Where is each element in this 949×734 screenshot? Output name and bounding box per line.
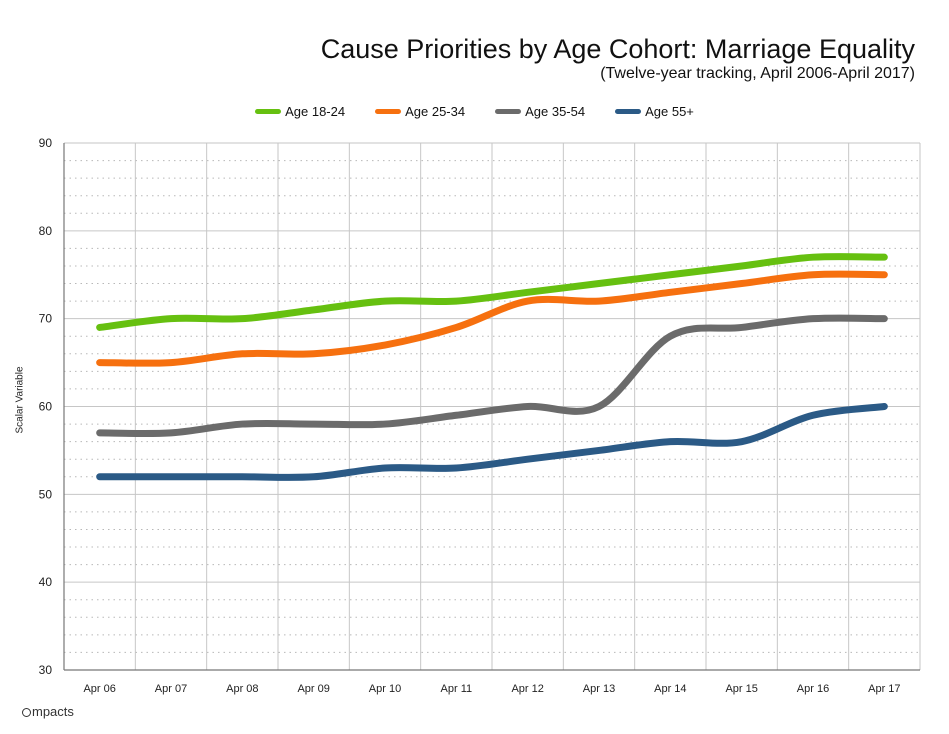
legend: Age 18-24 Age 25-34 Age 35-54 Age 55+ <box>0 104 949 119</box>
x-tick-label: Apr 16 <box>797 683 829 695</box>
legend-label: Age 18-24 <box>285 104 346 119</box>
circle-i-logo-icon <box>22 708 31 717</box>
x-tick-label: Apr 11 <box>441 683 473 695</box>
y-tick-label: 60 <box>39 400 53 414</box>
x-tick-label: Apr 06 <box>83 683 115 695</box>
x-tick-label: Apr 12 <box>511 683 543 695</box>
legend-swatch <box>255 109 282 114</box>
x-tick-label: Apr 14 <box>654 683 686 695</box>
legend-item-age-18-24: Age 18-24 <box>255 104 345 119</box>
series-line-age-25-34 <box>96 270 888 367</box>
legend-label: Age 55+ <box>645 104 694 119</box>
x-tick-label: Apr 08 <box>226 683 258 695</box>
y-tick-label: 30 <box>39 663 53 677</box>
series-line-age-35-54 <box>96 314 888 438</box>
x-tick-label: Apr 10 <box>369 683 401 695</box>
legend-swatch <box>495 109 522 114</box>
x-tick-label: Apr 07 <box>155 683 187 695</box>
y-tick-label: 90 <box>39 136 53 150</box>
legend-item-age-55-plus: Age 55+ <box>615 104 694 119</box>
x-tick-label: Apr 13 <box>583 683 615 695</box>
brand-logo: mpacts <box>22 704 74 719</box>
chart-subtitle: (Twelve-year tracking, April 2006-April … <box>600 65 915 82</box>
series-line-age-55 <box>96 403 888 481</box>
y-axis-label: Scalar Variable <box>14 366 26 434</box>
y-tick-label: 50 <box>39 487 53 501</box>
x-tick-label: Apr 15 <box>725 683 757 695</box>
legend-swatch <box>375 109 402 114</box>
y-tick-label: 80 <box>39 224 53 238</box>
legend-item-age-25-34: Age 25-34 <box>375 104 465 119</box>
y-tick-label: 70 <box>39 312 53 326</box>
x-tick-label: Apr 09 <box>297 683 329 695</box>
legend-swatch <box>615 109 642 114</box>
brand-name: mpacts <box>32 704 74 719</box>
y-tick-label: 40 <box>39 575 53 589</box>
chart-title: Cause Priorities by Age Cohort: Marriage… <box>320 34 915 64</box>
legend-label: Age 25-34 <box>405 104 466 119</box>
x-tick-label: Apr 17 <box>868 683 900 695</box>
legend-item-age-35-54: Age 35-54 <box>495 104 585 119</box>
legend-label: Age 35-54 <box>525 104 586 119</box>
series-line-age-18-24 <box>96 253 888 331</box>
